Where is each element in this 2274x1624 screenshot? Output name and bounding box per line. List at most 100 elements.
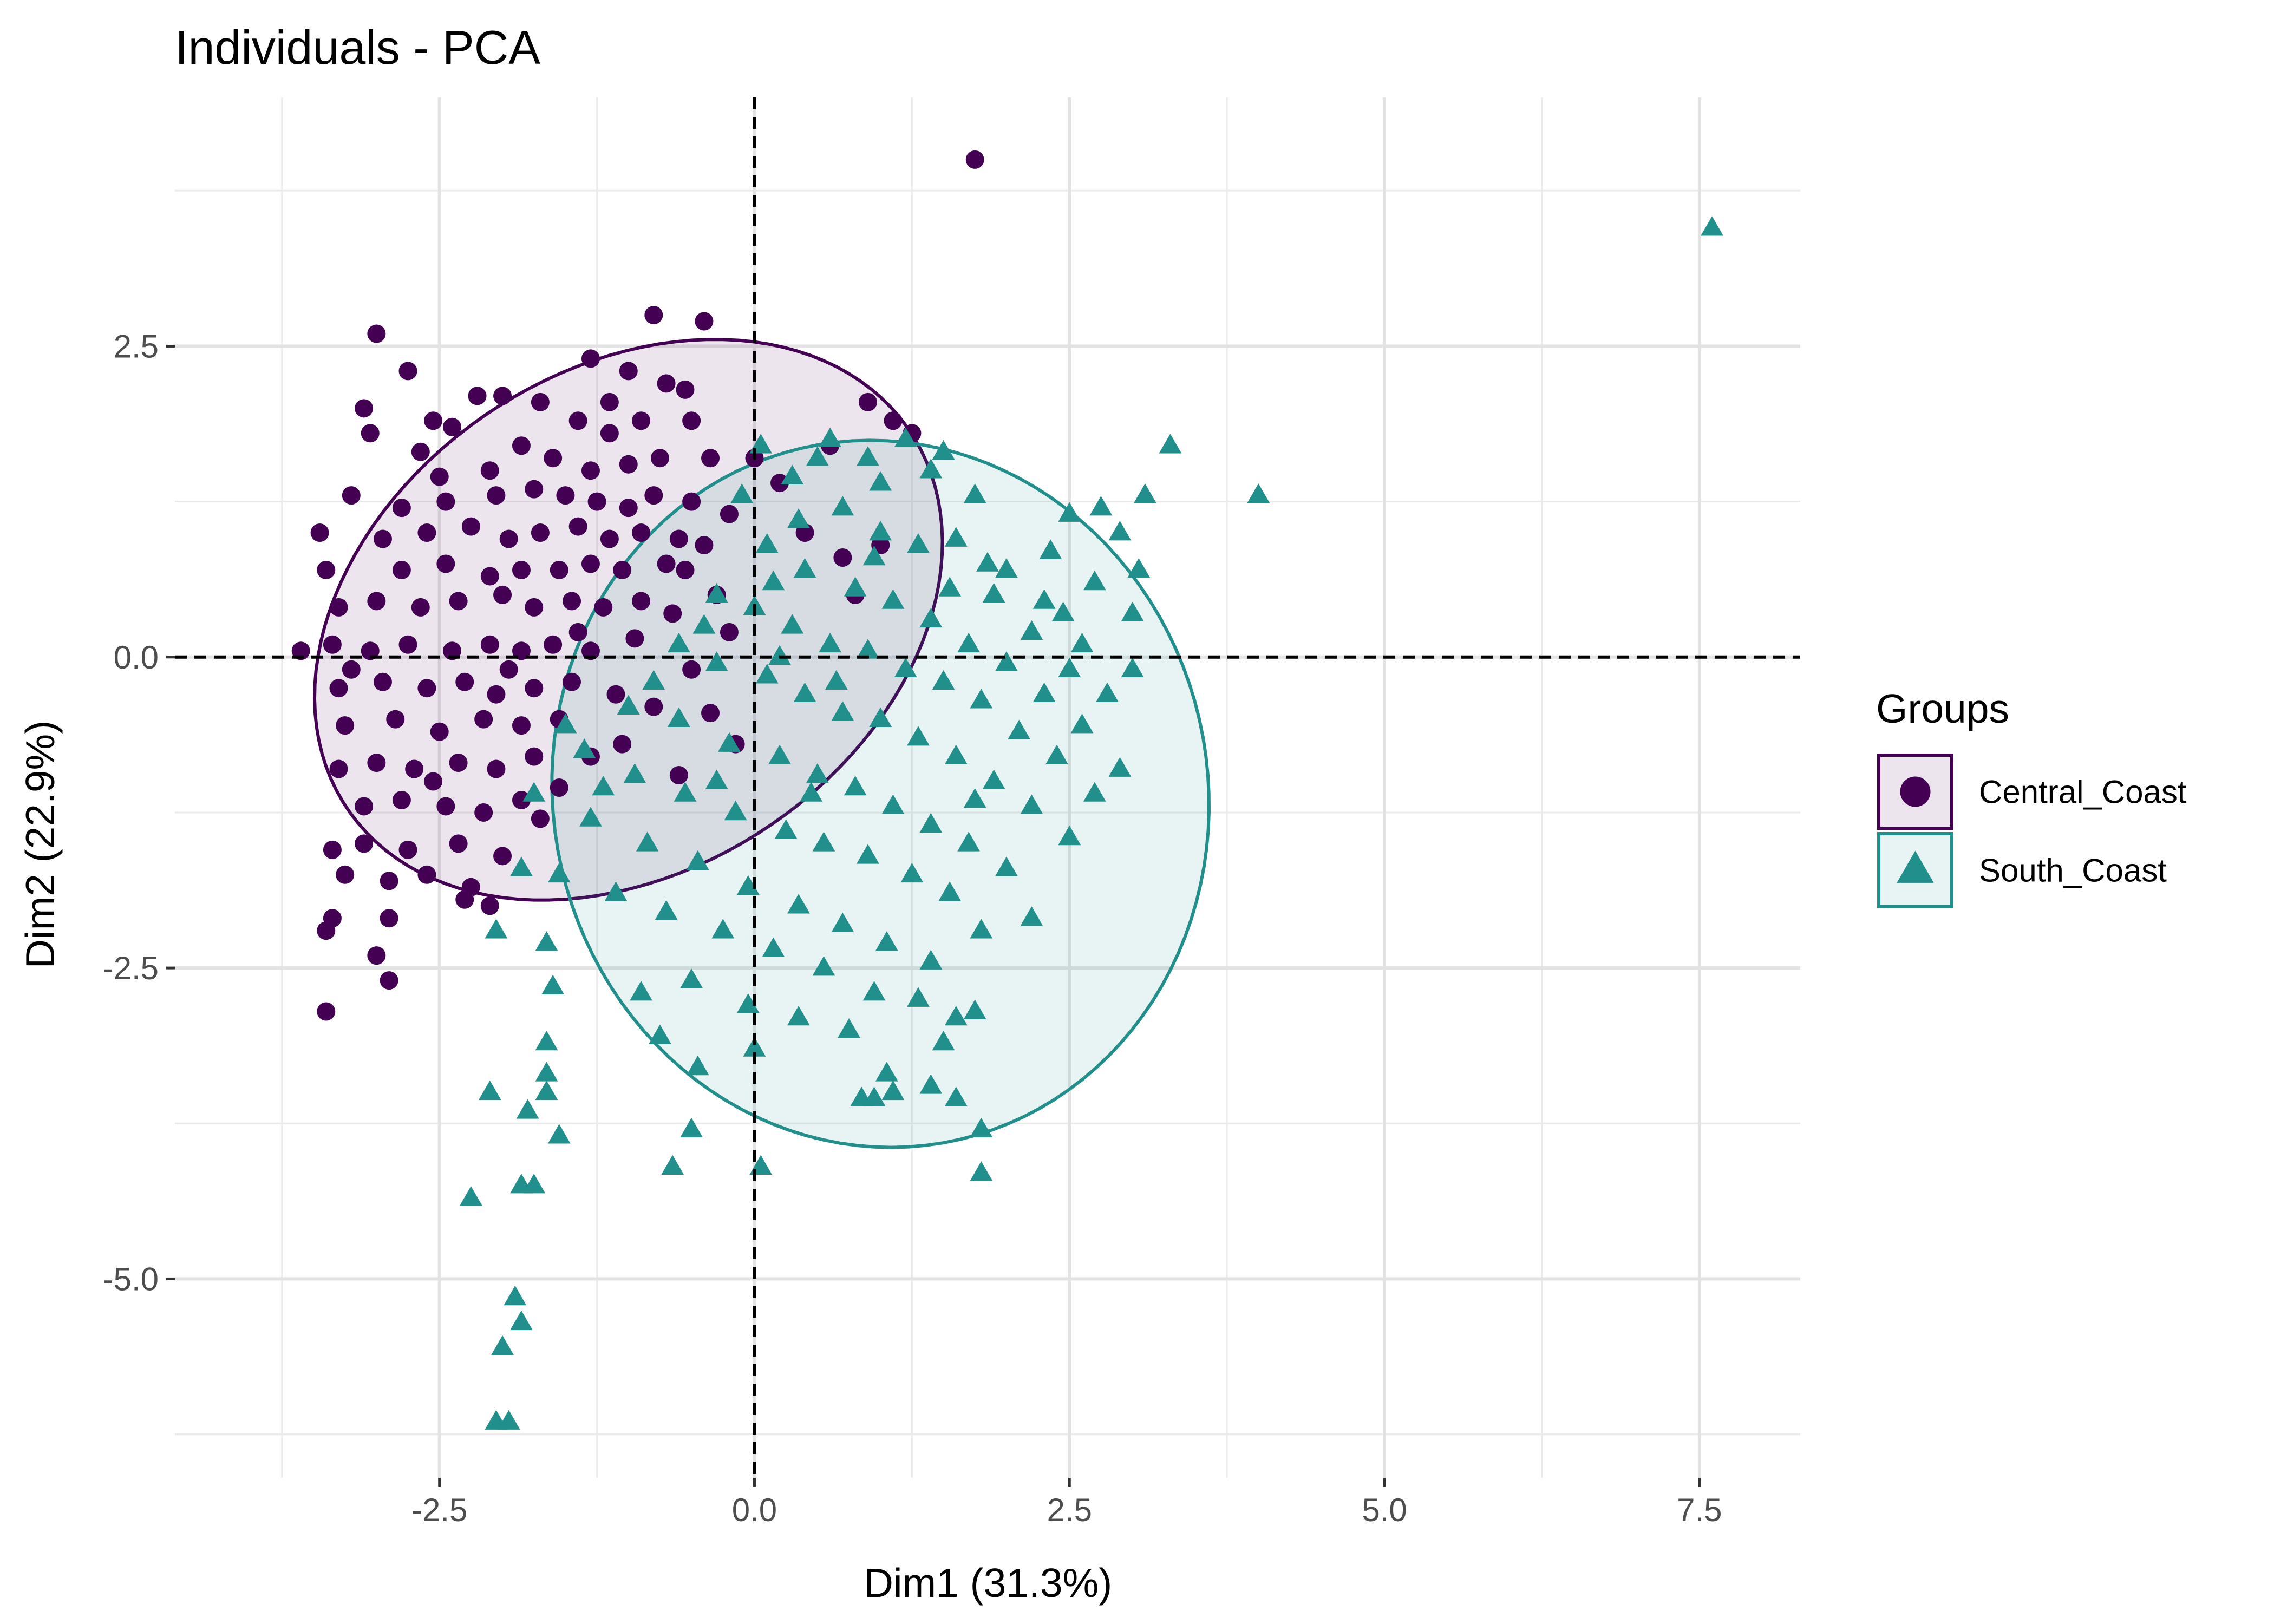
data-point-south-coast xyxy=(535,931,558,951)
data-point-central-coast xyxy=(355,399,374,418)
data-point-south-coast xyxy=(573,738,596,758)
data-point-central-coast xyxy=(695,312,714,331)
data-point-south-coast xyxy=(762,570,785,591)
data-point-south-coast xyxy=(1020,620,1043,640)
data-point-central-coast xyxy=(474,803,493,822)
data-point-south-coast xyxy=(1051,601,1075,621)
data-point-central-coast xyxy=(392,560,411,579)
data-point-south-coast xyxy=(1108,757,1132,777)
legend-label-central-coast: Central_Coast xyxy=(1979,774,2187,810)
data-point-central-coast xyxy=(323,635,342,654)
data-point-central-coast xyxy=(424,772,443,791)
data-point-south-coast xyxy=(1121,657,1144,678)
data-point-south-coast xyxy=(919,607,943,628)
data-point-south-coast xyxy=(944,1006,968,1026)
data-point-south-coast xyxy=(649,1024,671,1044)
data-point-central-coast xyxy=(373,529,392,548)
data-point-central-coast xyxy=(632,411,651,430)
data-point-central-coast xyxy=(600,424,619,443)
data-point-central-coast xyxy=(550,778,568,797)
data-point-central-coast xyxy=(317,560,336,579)
data-point-central-coast xyxy=(550,560,568,579)
data-point-central-coast xyxy=(323,840,342,859)
data-point-south-coast xyxy=(1033,682,1056,703)
data-point-south-coast xyxy=(781,464,804,484)
data-point-central-coast xyxy=(568,411,587,430)
data-point-central-coast xyxy=(449,754,468,772)
data-point-central-coast xyxy=(417,523,436,542)
x-tick-label: 0.0 xyxy=(732,1492,777,1528)
data-point-central-coast xyxy=(487,685,506,704)
data-point-south-coast xyxy=(617,695,640,715)
data-point-central-coast xyxy=(411,442,430,461)
data-point-central-coast xyxy=(398,362,417,381)
data-point-south-coast xyxy=(800,782,823,802)
data-point-south-coast xyxy=(850,1086,873,1106)
data-point-south-coast xyxy=(995,558,1018,578)
data-point-central-coast xyxy=(386,710,405,729)
data-point-south-coast xyxy=(642,670,665,690)
data-point-central-coast xyxy=(613,560,632,579)
data-point-south-coast xyxy=(579,807,602,827)
data-point-south-coast xyxy=(592,776,615,796)
data-point-central-coast xyxy=(367,754,386,772)
data-point-central-coast xyxy=(695,536,714,555)
data-point-central-coast xyxy=(600,392,619,411)
data-point-central-coast xyxy=(417,679,436,698)
data-point-south-coast xyxy=(963,788,986,808)
data-point-south-coast xyxy=(857,844,879,864)
legend-label-south-coast: South_Coast xyxy=(1979,853,2167,889)
data-point-south-coast xyxy=(705,651,728,671)
data-point-central-coast xyxy=(329,679,348,698)
data-point-south-coast xyxy=(1089,496,1113,516)
data-point-south-coast xyxy=(522,1174,546,1194)
data-point-south-coast xyxy=(1020,794,1043,814)
reference-lines xyxy=(175,97,1800,1478)
data-point-central-coast xyxy=(455,890,474,909)
data-point-south-coast xyxy=(881,794,905,814)
data-point-central-coast xyxy=(568,517,587,536)
data-point-south-coast xyxy=(686,850,709,870)
data-point-central-coast xyxy=(329,598,348,617)
data-point-south-coast xyxy=(995,856,1018,876)
data-point-south-coast xyxy=(522,782,546,802)
data-point-south-coast xyxy=(674,782,697,802)
data-point-south-coast xyxy=(510,1310,533,1331)
data-point-central-coast xyxy=(436,492,455,511)
data-point-south-coast xyxy=(1083,782,1106,802)
data-point-central-coast xyxy=(436,554,455,573)
data-point-central-coast xyxy=(436,797,455,816)
data-point-south-coast xyxy=(459,1186,482,1206)
data-point-central-coast xyxy=(644,306,663,325)
data-point-south-coast xyxy=(604,881,628,901)
data-point-central-coast xyxy=(525,480,544,499)
data-point-central-coast xyxy=(310,523,329,542)
data-point-central-coast xyxy=(442,417,461,436)
y-axis-title: Dim2 (22.9%) xyxy=(17,721,63,968)
data-point-central-coast xyxy=(342,486,361,505)
data-point-central-coast xyxy=(398,840,417,859)
data-point-central-coast xyxy=(512,716,531,735)
data-point-south-coast xyxy=(1701,216,1724,236)
data-point-central-coast xyxy=(317,1002,336,1021)
data-point-south-coast xyxy=(768,645,791,665)
data-point-south-coast xyxy=(793,558,816,578)
data-point-central-coast xyxy=(499,529,518,548)
data-point-central-coast xyxy=(468,387,487,405)
data-point-south-coast xyxy=(869,521,892,541)
data-point-south-coast xyxy=(724,800,747,821)
data-point-south-coast xyxy=(554,713,577,734)
data-point-south-coast xyxy=(995,651,1018,671)
data-point-central-coast xyxy=(480,461,499,480)
data-point-central-coast xyxy=(392,499,411,518)
data-point-central-coast xyxy=(884,411,903,430)
data-point-central-coast xyxy=(455,672,474,691)
data-point-central-coast xyxy=(568,623,587,641)
data-point-central-coast xyxy=(512,790,531,809)
data-point-central-coast xyxy=(581,349,600,368)
data-point-central-coast xyxy=(701,449,720,468)
data-point-south-coast xyxy=(812,956,835,976)
data-point-south-coast xyxy=(730,483,754,503)
legend-title: Groups xyxy=(1876,686,2009,731)
